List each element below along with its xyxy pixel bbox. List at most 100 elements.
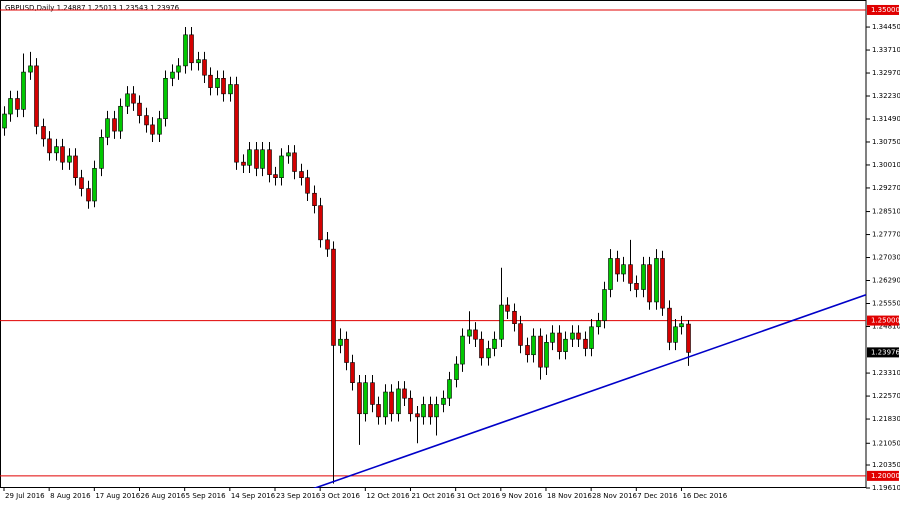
y-tick-label: 1.24810 bbox=[872, 322, 900, 330]
x-tick-label: 12 Oct 2016 bbox=[366, 492, 410, 500]
x-tick-label: 26 Aug 2016 bbox=[140, 492, 185, 500]
level-label: 1.25000 bbox=[871, 317, 900, 325]
candle-body bbox=[92, 168, 97, 202]
candle-body bbox=[479, 338, 484, 359]
candle-body bbox=[576, 332, 581, 340]
candle-body bbox=[125, 93, 130, 107]
candle-body bbox=[60, 146, 65, 163]
candle-body bbox=[486, 348, 491, 359]
candle-body bbox=[383, 391, 388, 418]
candle-body bbox=[421, 404, 426, 418]
candle-body bbox=[86, 188, 91, 202]
candle-body bbox=[570, 332, 575, 340]
candle-body bbox=[286, 152, 291, 157]
y-tick-label: 1.20350 bbox=[872, 461, 900, 469]
candle-body bbox=[144, 115, 149, 126]
candle-body bbox=[608, 258, 613, 290]
candle-body bbox=[628, 264, 633, 284]
candle-body bbox=[350, 362, 355, 384]
level-label: 1.35000 bbox=[871, 6, 900, 14]
candle-body bbox=[47, 138, 52, 154]
y-tick-label: 1.21050 bbox=[872, 439, 900, 447]
x-tick-label: 31 Oct 2016 bbox=[457, 492, 501, 500]
last-open: 1.24887 bbox=[57, 4, 86, 12]
candle-body bbox=[641, 264, 646, 290]
candle-body bbox=[525, 345, 530, 356]
candle-body bbox=[363, 382, 368, 415]
candle-body bbox=[234, 84, 239, 163]
candle-body bbox=[99, 137, 104, 169]
candle-body bbox=[325, 239, 330, 250]
candle-body bbox=[673, 326, 678, 343]
candle-body bbox=[279, 155, 284, 178]
candle-body bbox=[505, 304, 510, 312]
x-tick-label: 9 Nov 2016 bbox=[502, 492, 543, 500]
candle-body bbox=[73, 155, 78, 178]
y-tick-label: 1.32230 bbox=[872, 92, 900, 100]
candle-body bbox=[273, 174, 278, 178]
candle-body bbox=[112, 118, 117, 132]
symbol: GBPUSD,Daily bbox=[5, 4, 54, 12]
candle-body bbox=[196, 59, 201, 64]
y-tick-label: 1.22570 bbox=[872, 392, 900, 400]
candle-body bbox=[589, 326, 594, 349]
y-tick-label: 1.19610 bbox=[872, 484, 900, 492]
candle-body bbox=[28, 65, 33, 73]
candle-body bbox=[596, 320, 601, 328]
candle-body bbox=[615, 258, 620, 275]
chart-header: GBPUSD,Daily 1.24887 1.25013 1.23543 1.2… bbox=[5, 4, 180, 12]
x-tick-label: 29 Jul 2016 bbox=[5, 492, 45, 500]
last-close: 1.23976 bbox=[150, 4, 179, 12]
candle-body bbox=[305, 177, 310, 194]
y-tick-label: 1.25550 bbox=[872, 299, 900, 307]
candle-body bbox=[583, 338, 588, 349]
candle-body bbox=[344, 338, 349, 363]
candle-body bbox=[176, 65, 181, 73]
candle-body bbox=[41, 126, 46, 140]
candle-body bbox=[447, 379, 452, 399]
candle-body bbox=[34, 65, 39, 127]
candle-body bbox=[602, 289, 607, 321]
x-tick-label: 21 Oct 2016 bbox=[411, 492, 455, 500]
candle-body bbox=[667, 307, 672, 343]
candle-body bbox=[247, 149, 252, 166]
candle-body bbox=[292, 152, 297, 172]
candle-body bbox=[157, 118, 162, 135]
candle-body bbox=[331, 248, 336, 346]
candle-body bbox=[131, 93, 136, 104]
candle-body bbox=[396, 388, 401, 415]
candle-body bbox=[299, 171, 304, 178]
y-tick-label: 1.27770 bbox=[872, 231, 900, 239]
x-tick-label: 17 Aug 2016 bbox=[95, 492, 140, 500]
candle-body bbox=[221, 78, 226, 95]
x-tick-label: 23 Sep 2016 bbox=[276, 492, 321, 500]
candle-body bbox=[8, 98, 13, 115]
candle-body bbox=[202, 59, 207, 76]
y-tick-label: 1.30010 bbox=[872, 161, 900, 169]
candle-body bbox=[137, 102, 142, 116]
level-label-box bbox=[867, 4, 899, 15]
plot-frame bbox=[0, 0, 867, 488]
candle-body bbox=[499, 304, 504, 340]
candle-body bbox=[428, 404, 433, 418]
x-tick-label: 8 Aug 2016 bbox=[50, 492, 91, 500]
level-label: 1.20000 bbox=[871, 472, 900, 480]
x-tick-label: 28 Nov 2016 bbox=[592, 492, 637, 500]
candle-body bbox=[254, 149, 259, 169]
price-label-box bbox=[867, 347, 899, 358]
candle-body bbox=[492, 338, 497, 349]
candle-body bbox=[338, 338, 343, 346]
candle-body bbox=[54, 146, 59, 154]
candle-body bbox=[538, 335, 543, 368]
plot bbox=[0, 9, 866, 488]
candle-body bbox=[550, 332, 555, 343]
x-tick-label: 14 Sep 2016 bbox=[231, 492, 276, 500]
candle-body bbox=[15, 98, 20, 110]
candle-body bbox=[318, 205, 323, 241]
last-low: 1.23543 bbox=[119, 4, 148, 12]
level-label-box bbox=[867, 470, 899, 481]
candle-body bbox=[557, 332, 562, 352]
candle-body bbox=[460, 335, 465, 365]
candle-body bbox=[312, 192, 317, 206]
candle-body bbox=[518, 323, 523, 346]
